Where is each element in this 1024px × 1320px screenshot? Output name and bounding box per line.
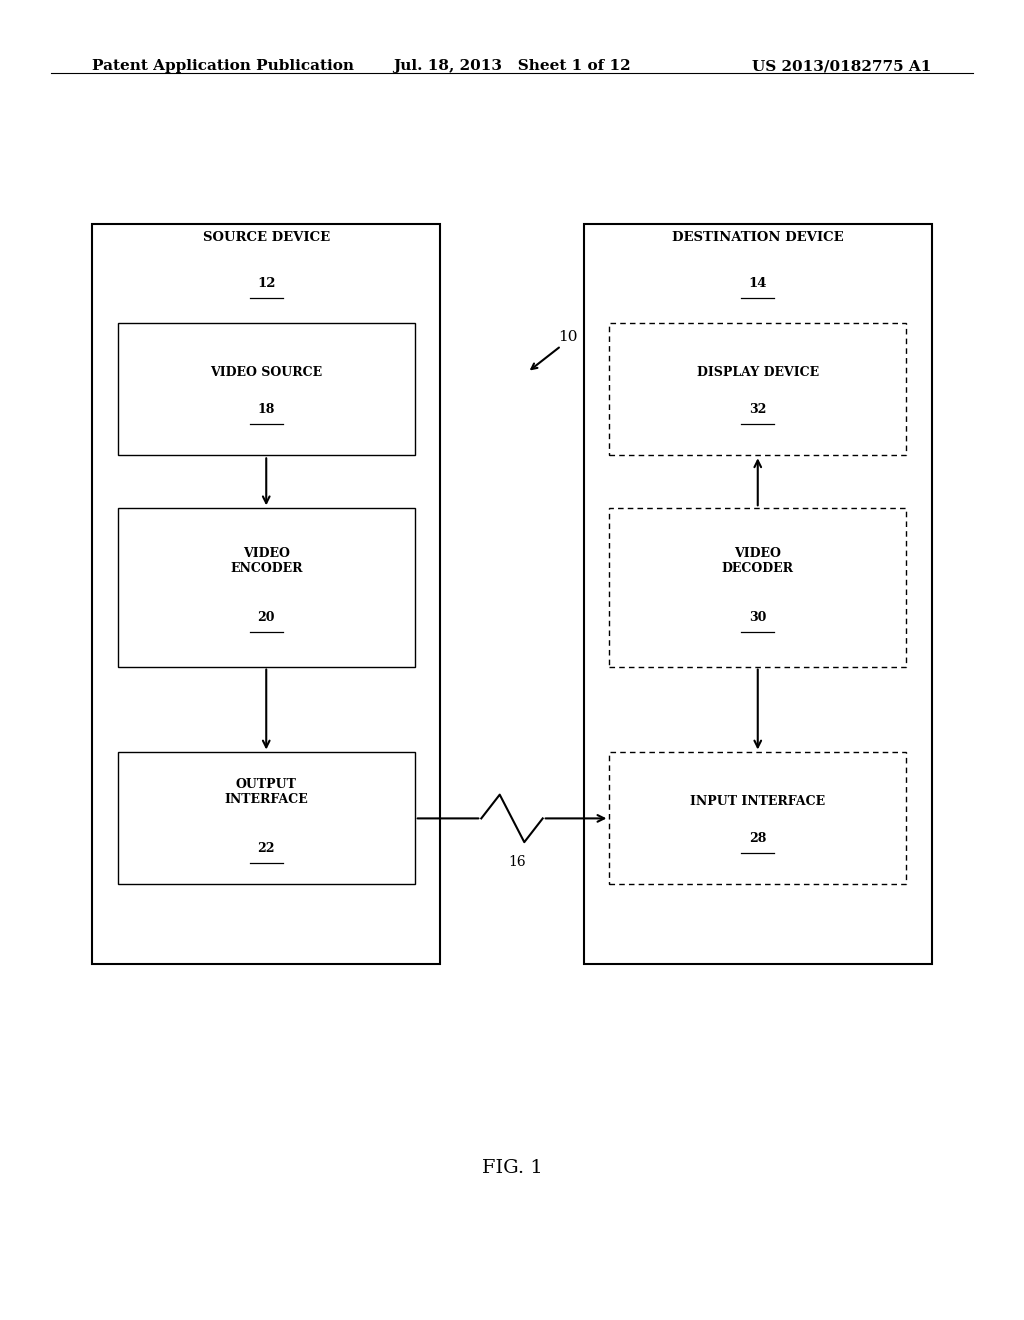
FancyBboxPatch shape bbox=[118, 752, 415, 884]
Text: 16: 16 bbox=[508, 855, 526, 870]
FancyBboxPatch shape bbox=[584, 224, 932, 964]
Text: OUTPUT
INTERFACE: OUTPUT INTERFACE bbox=[224, 777, 308, 807]
Text: 14: 14 bbox=[749, 277, 767, 290]
Text: FIG. 1: FIG. 1 bbox=[481, 1159, 543, 1177]
Text: SOURCE DEVICE: SOURCE DEVICE bbox=[203, 231, 330, 244]
Text: Jul. 18, 2013   Sheet 1 of 12: Jul. 18, 2013 Sheet 1 of 12 bbox=[393, 59, 631, 74]
Text: Patent Application Publication: Patent Application Publication bbox=[92, 59, 354, 74]
FancyBboxPatch shape bbox=[609, 508, 906, 667]
FancyBboxPatch shape bbox=[92, 224, 440, 964]
Text: VIDEO SOURCE: VIDEO SOURCE bbox=[210, 366, 323, 379]
Text: 30: 30 bbox=[750, 611, 766, 624]
Text: INPUT INTERFACE: INPUT INTERFACE bbox=[690, 795, 825, 808]
Text: 32: 32 bbox=[750, 403, 766, 416]
FancyBboxPatch shape bbox=[118, 323, 415, 455]
Text: DISPLAY DEVICE: DISPLAY DEVICE bbox=[696, 366, 819, 379]
Text: US 2013/0182775 A1: US 2013/0182775 A1 bbox=[753, 59, 932, 74]
Text: 28: 28 bbox=[750, 832, 766, 845]
Text: 10: 10 bbox=[558, 330, 579, 343]
FancyBboxPatch shape bbox=[609, 752, 906, 884]
Text: 12: 12 bbox=[257, 277, 275, 290]
Text: 20: 20 bbox=[257, 611, 275, 624]
Text: DESTINATION DEVICE: DESTINATION DEVICE bbox=[672, 231, 844, 244]
Text: VIDEO
DECODER: VIDEO DECODER bbox=[722, 546, 794, 576]
Text: 22: 22 bbox=[257, 842, 275, 855]
Text: VIDEO
ENCODER: VIDEO ENCODER bbox=[230, 546, 302, 576]
FancyBboxPatch shape bbox=[609, 323, 906, 455]
FancyBboxPatch shape bbox=[118, 508, 415, 667]
Text: 18: 18 bbox=[258, 403, 274, 416]
